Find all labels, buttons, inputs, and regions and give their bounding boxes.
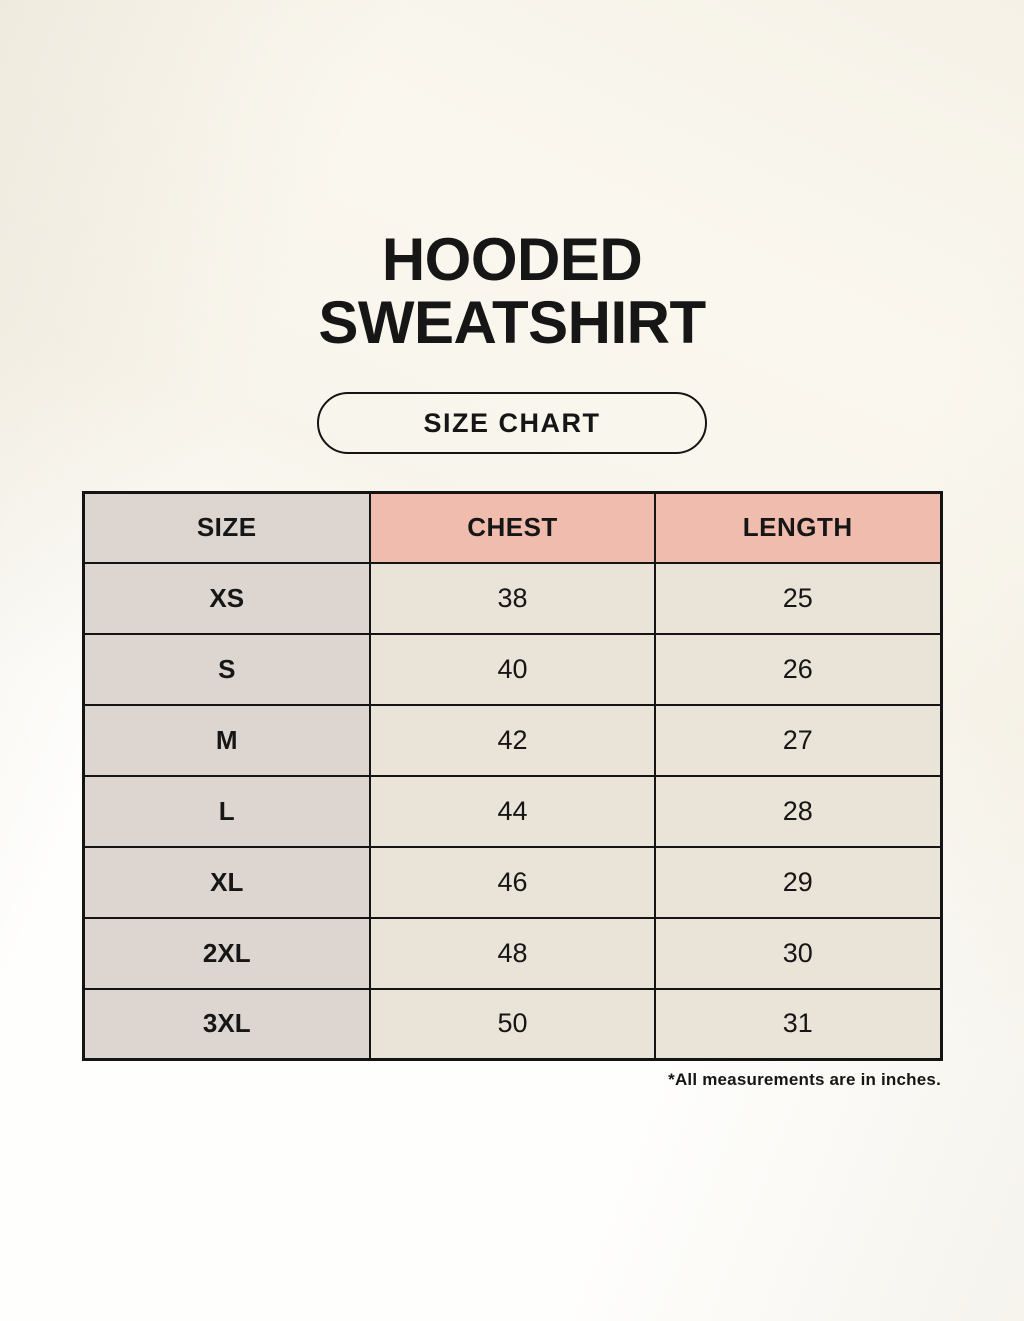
length-value: 30: [654, 916, 942, 990]
table-row-xs: XS 38 25: [82, 561, 942, 635]
chest-value: 46: [369, 845, 656, 919]
chest-value: 40: [369, 632, 656, 706]
size-label: S: [82, 632, 371, 706]
table-row-3xl: 3XL 50 31: [82, 987, 942, 1061]
length-value: 27: [654, 703, 942, 777]
table-row-2xl: 2XL 48 30: [82, 916, 942, 990]
length-value: 29: [654, 845, 942, 919]
column-header-length: LENGTH: [654, 491, 942, 564]
length-value: 26: [654, 632, 942, 706]
size-label: L: [82, 774, 371, 848]
chest-value: 44: [369, 774, 656, 848]
chest-value: 48: [369, 916, 656, 990]
size-label: 2XL: [82, 916, 371, 990]
chest-value: 42: [369, 703, 656, 777]
size-chart-table: SIZE CHEST LENGTH XS 38 25 S 40 26 M 42 …: [81, 491, 943, 1061]
size-label: XS: [82, 561, 371, 635]
length-value: 31: [654, 987, 942, 1061]
measurements-note: *All measurements are in inches.: [668, 1070, 941, 1089]
length-value: 25: [654, 561, 942, 635]
column-header-chest: CHEST: [369, 491, 656, 564]
table-row-s: S 40 26: [82, 632, 942, 706]
size-label: 3XL: [82, 987, 371, 1061]
size-chart-badge-label: SIZE CHART: [423, 407, 601, 438]
size-chart-badge: SIZE CHART: [317, 392, 707, 454]
column-header-size: SIZE: [82, 491, 371, 564]
title-line-1: HOODED: [381, 226, 643, 293]
size-label: XL: [82, 845, 371, 919]
table-row-l: L 44 28: [82, 774, 942, 848]
page-title: HOODED SWEATSHIRT: [0, 0, 1024, 354]
table-row-xl: XL 46 29: [82, 845, 942, 919]
title-line-2: SWEATSHIRT: [318, 289, 706, 356]
table-row-m: M 42 27: [82, 703, 942, 777]
header-row: SIZE CHEST LENGTH: [82, 491, 942, 564]
chest-value: 50: [369, 987, 656, 1061]
size-label: M: [82, 703, 371, 777]
chest-value: 38: [369, 561, 656, 635]
length-value: 28: [654, 774, 942, 848]
